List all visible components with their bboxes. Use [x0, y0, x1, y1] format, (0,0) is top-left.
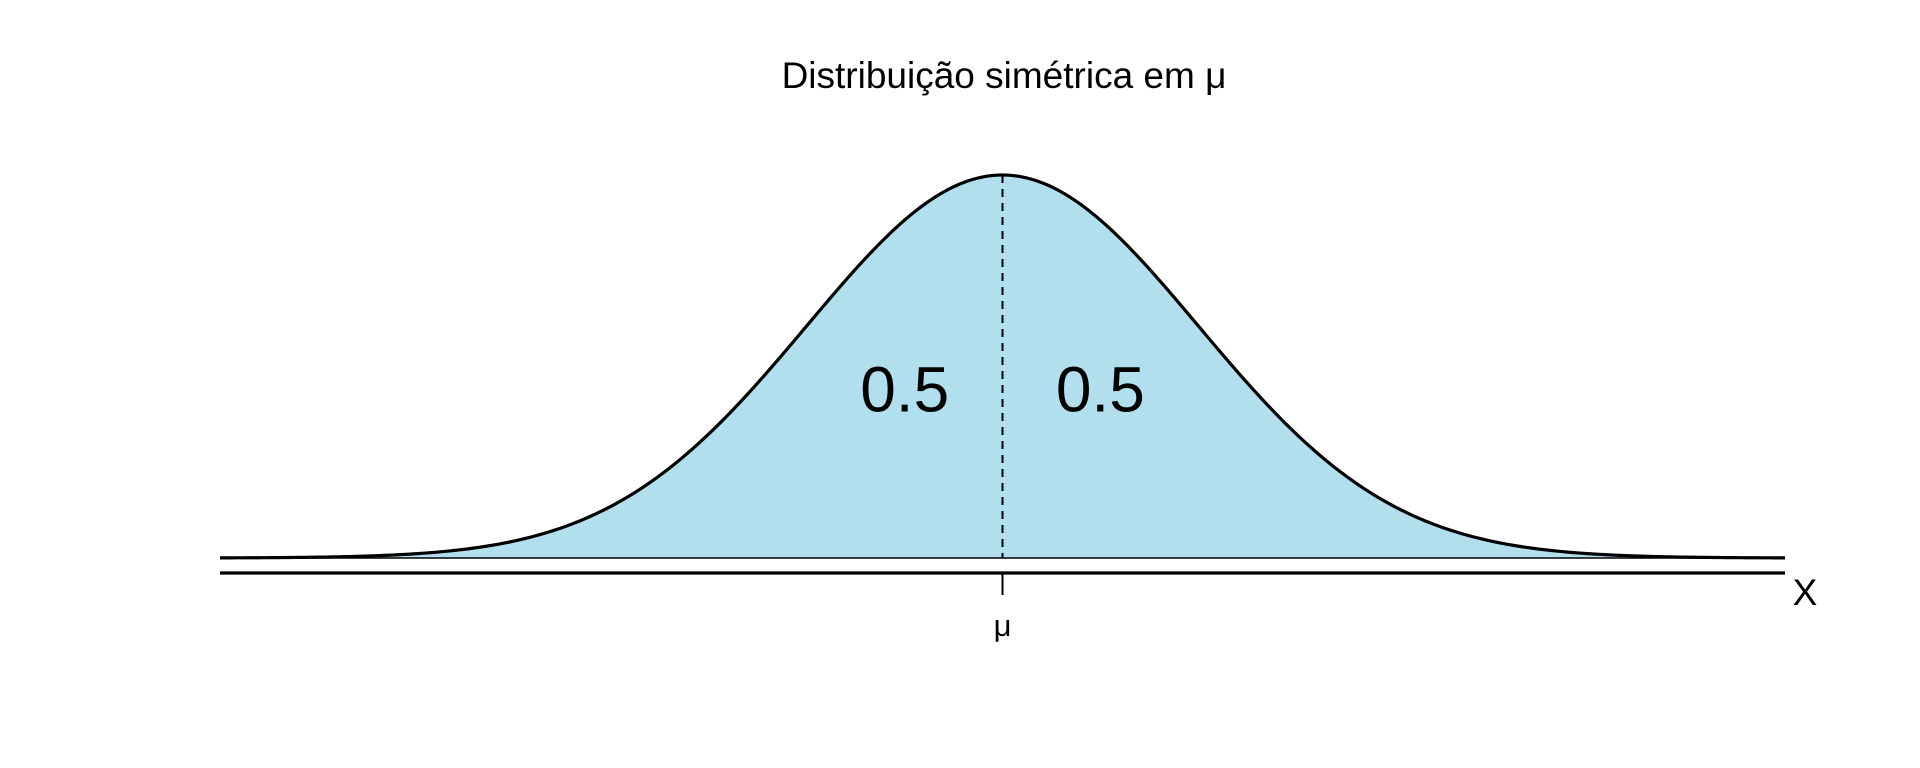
density-curve — [219, 173, 1786, 560]
right-area-label: 0.5 — [1056, 354, 1145, 426]
density-area — [220, 175, 1785, 558]
left-area-label: 0.5 — [860, 354, 949, 426]
center-tick-label: μ — [994, 608, 1012, 643]
x-axis-label: X — [1793, 572, 1818, 613]
chart-title: Distribuição simétrica em μ — [782, 55, 1227, 96]
